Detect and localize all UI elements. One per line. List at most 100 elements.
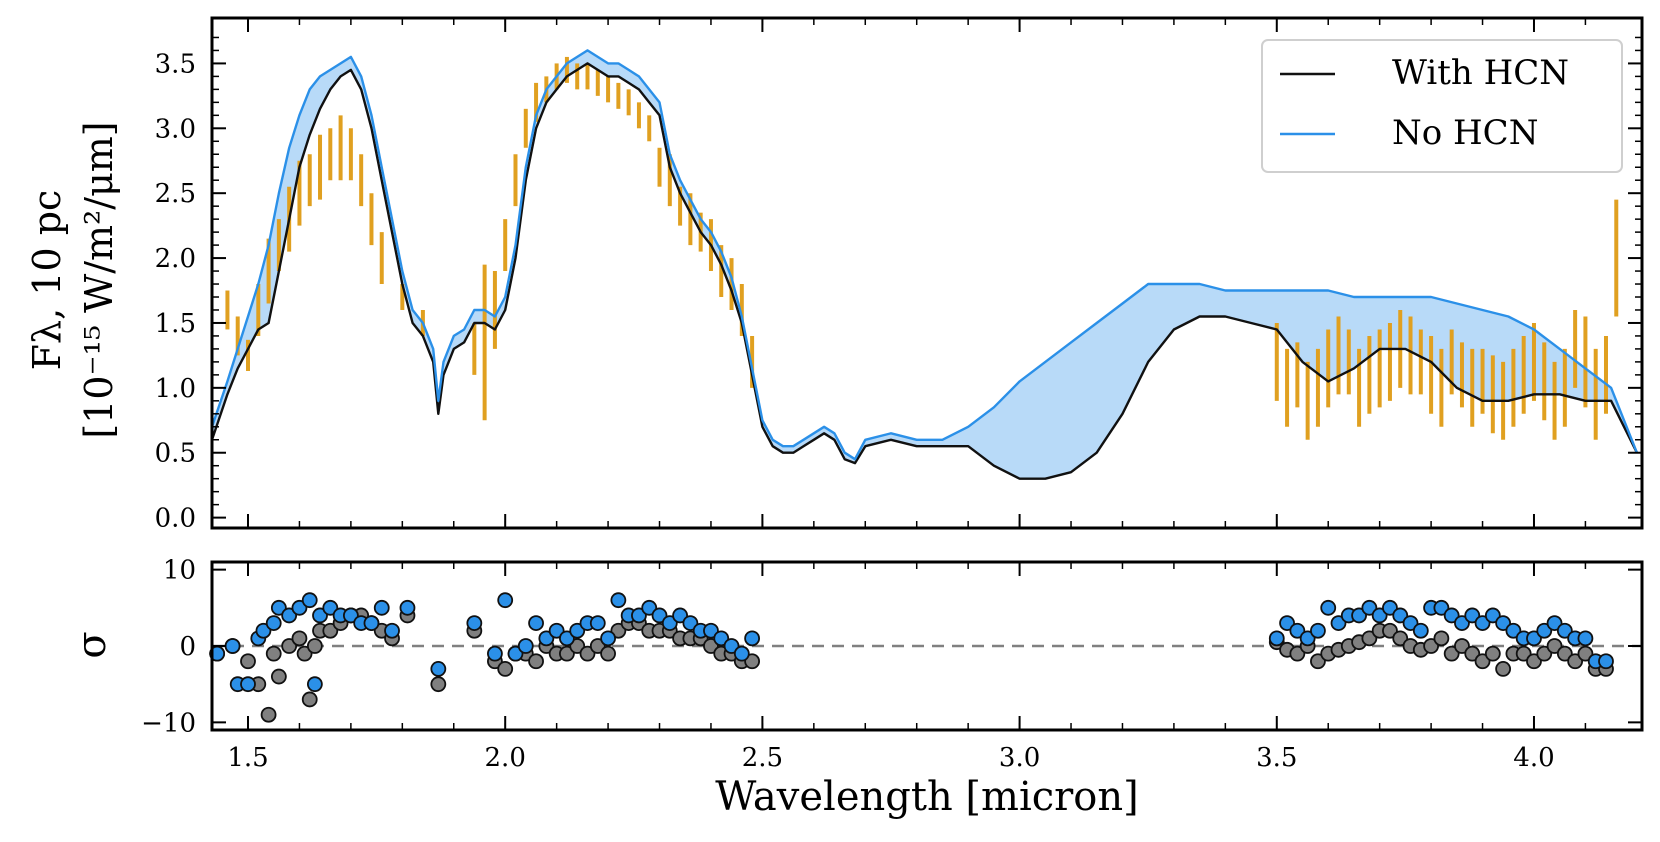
bottom-panel: −10 0 10 1.5 2.0 2.5 3.0 3.5 4.0 σ Wavelength [m… <box>69 556 1644 820</box>
legend-box <box>1261 39 1623 173</box>
residual-point-no-hcn <box>651 607 668 624</box>
legend-label-no-hcn: No HCN <box>1392 113 1538 153</box>
residual-point-with-hcn <box>291 630 308 647</box>
residual-point-no-hcn <box>399 599 416 616</box>
residual-point-no-hcn <box>1464 607 1481 624</box>
residual-point-no-hcn <box>1289 622 1306 639</box>
residual-point-with-hcn <box>1310 653 1326 670</box>
residual-point-no-hcn <box>1484 607 1501 624</box>
residual-point-with-hcn <box>306 638 323 654</box>
bottom-ytick-label: −10 <box>141 708 196 738</box>
legend-label-with-hcn: With HCN <box>1392 53 1569 93</box>
top-ytick-label: 2.0 <box>155 244 196 274</box>
residual-point-with-hcn <box>281 638 298 654</box>
residual-point-no-hcn <box>1402 615 1419 631</box>
residual-point-no-hcn <box>672 607 688 624</box>
bottom-xtick-label: 2.0 <box>485 743 526 773</box>
residual-point-with-hcn <box>1443 645 1460 662</box>
residual-point-no-hcn <box>682 615 699 631</box>
residual-point-with-hcn <box>1474 653 1491 670</box>
residual-point-no-hcn <box>1330 615 1347 631</box>
residual-point-no-hcn <box>631 607 647 624</box>
bottom-axis-ticks: −10 0 10 1.5 2.0 2.5 3.0 3.5 4.0 <box>141 556 1642 773</box>
residual-point-no-hcn <box>507 645 524 662</box>
residual-point-with-hcn <box>1454 638 1470 654</box>
residual-point-with-hcn <box>579 645 596 662</box>
residual-point-no-hcn <box>342 607 359 624</box>
residual-point-with-hcn <box>1495 661 1512 677</box>
residual-point-no-hcn <box>1310 622 1326 639</box>
residual-point-no-hcn <box>641 599 658 616</box>
residual-point-no-hcn <box>1433 599 1450 616</box>
top-panel: 0.0 0.5 1.0 1.5 2.0 2.5 3.0 3.5 Fλ, 10 pc [10⁻¹… <box>25 16 1644 534</box>
top-ytick-label: 1.5 <box>155 309 196 339</box>
residual-point-no-hcn <box>1279 615 1295 631</box>
top-plot-frame <box>210 16 1644 530</box>
residual-point-no-hcn <box>373 599 390 616</box>
residual-point-no-hcn <box>661 615 678 631</box>
residual-point-no-hcn <box>1351 607 1367 624</box>
top-ytick-label: 1.0 <box>155 374 196 404</box>
residual-point-no-hcn <box>430 661 447 677</box>
residual-point-with-hcn <box>1515 645 1532 662</box>
series-with-hcn-line <box>210 62 1638 480</box>
residual-point-no-hcn <box>497 592 514 609</box>
residual-point-with-hcn <box>260 706 277 723</box>
residual-point-no-hcn <box>1268 630 1285 647</box>
bottom-xtick-label: 2.5 <box>742 743 783 773</box>
residual-point-no-hcn <box>528 615 544 631</box>
residual-point-no-hcn <box>589 615 606 631</box>
residual-point-no-hcn <box>1556 622 1573 639</box>
top-axis-ticks: 0.0 0.5 1.0 1.5 2.0 2.5 3.0 3.5 <box>155 18 1642 534</box>
bottom-plot-frame <box>210 560 1644 732</box>
residual-point-no-hcn <box>270 599 287 616</box>
bottom-xtick-label: 3.0 <box>999 743 1040 773</box>
residual-point-with-hcn <box>1567 653 1584 670</box>
residual-point-with-hcn <box>240 653 256 670</box>
residual-point-with-hcn <box>1536 645 1553 662</box>
residual-point-with-hcn <box>1423 638 1440 654</box>
residual-point-no-hcn <box>265 615 282 631</box>
top-ylabel-line2: [10⁻¹⁵ W/m²/μm] <box>77 121 121 438</box>
residual-point-with-hcn <box>301 691 318 708</box>
top-ytick-label: 0.0 <box>155 504 196 534</box>
residual-point-with-hcn <box>703 638 719 654</box>
residual-point-no-hcn <box>1443 607 1460 624</box>
residual-point-no-hcn <box>559 630 575 647</box>
residual-point-no-hcn <box>1536 622 1553 639</box>
residual-point-no-hcn <box>600 630 616 647</box>
residual-point-with-hcn <box>744 653 761 670</box>
bottom-xtick-label: 4.0 <box>1513 743 1554 773</box>
bottom-ylabel: σ <box>69 631 115 658</box>
residual-point-with-hcn <box>1382 622 1398 639</box>
residual-point-no-hcn <box>255 622 272 639</box>
residual-point-no-hcn <box>240 676 256 693</box>
residual-point-with-hcn <box>589 638 606 654</box>
residual-point-no-hcn <box>487 645 503 662</box>
residual-point-no-hcn <box>1392 607 1409 624</box>
residual-point-no-hcn <box>1454 615 1470 631</box>
residual-point-with-hcn <box>569 638 586 654</box>
residual-point-no-hcn <box>1299 630 1316 647</box>
residual-point-no-hcn <box>322 599 339 616</box>
residual-point-with-hcn <box>430 676 447 693</box>
top-ytick-label: 3.5 <box>155 49 196 79</box>
bottom-xtick-label: 1.5 <box>227 743 268 773</box>
residual-points <box>209 592 1614 723</box>
residual-point-no-hcn <box>1382 599 1398 616</box>
residual-point-no-hcn <box>610 592 627 609</box>
residual-point-no-hcn <box>224 638 241 654</box>
residual-point-no-hcn <box>517 638 534 654</box>
top-ytick-label: 3.0 <box>155 114 196 144</box>
residual-point-no-hcn <box>301 592 318 609</box>
residual-point-with-hcn <box>1546 638 1563 654</box>
residual-point-with-hcn <box>1433 630 1450 647</box>
residual-point-no-hcn <box>1495 615 1512 631</box>
residual-point-with-hcn <box>1361 630 1378 647</box>
residual-point-no-hcn <box>713 630 730 647</box>
top-ytick-label: 0.5 <box>155 439 196 469</box>
residual-point-no-hcn <box>466 615 483 631</box>
residual-point-with-hcn <box>265 645 282 662</box>
bottom-ytick-label: 0 <box>179 632 196 662</box>
